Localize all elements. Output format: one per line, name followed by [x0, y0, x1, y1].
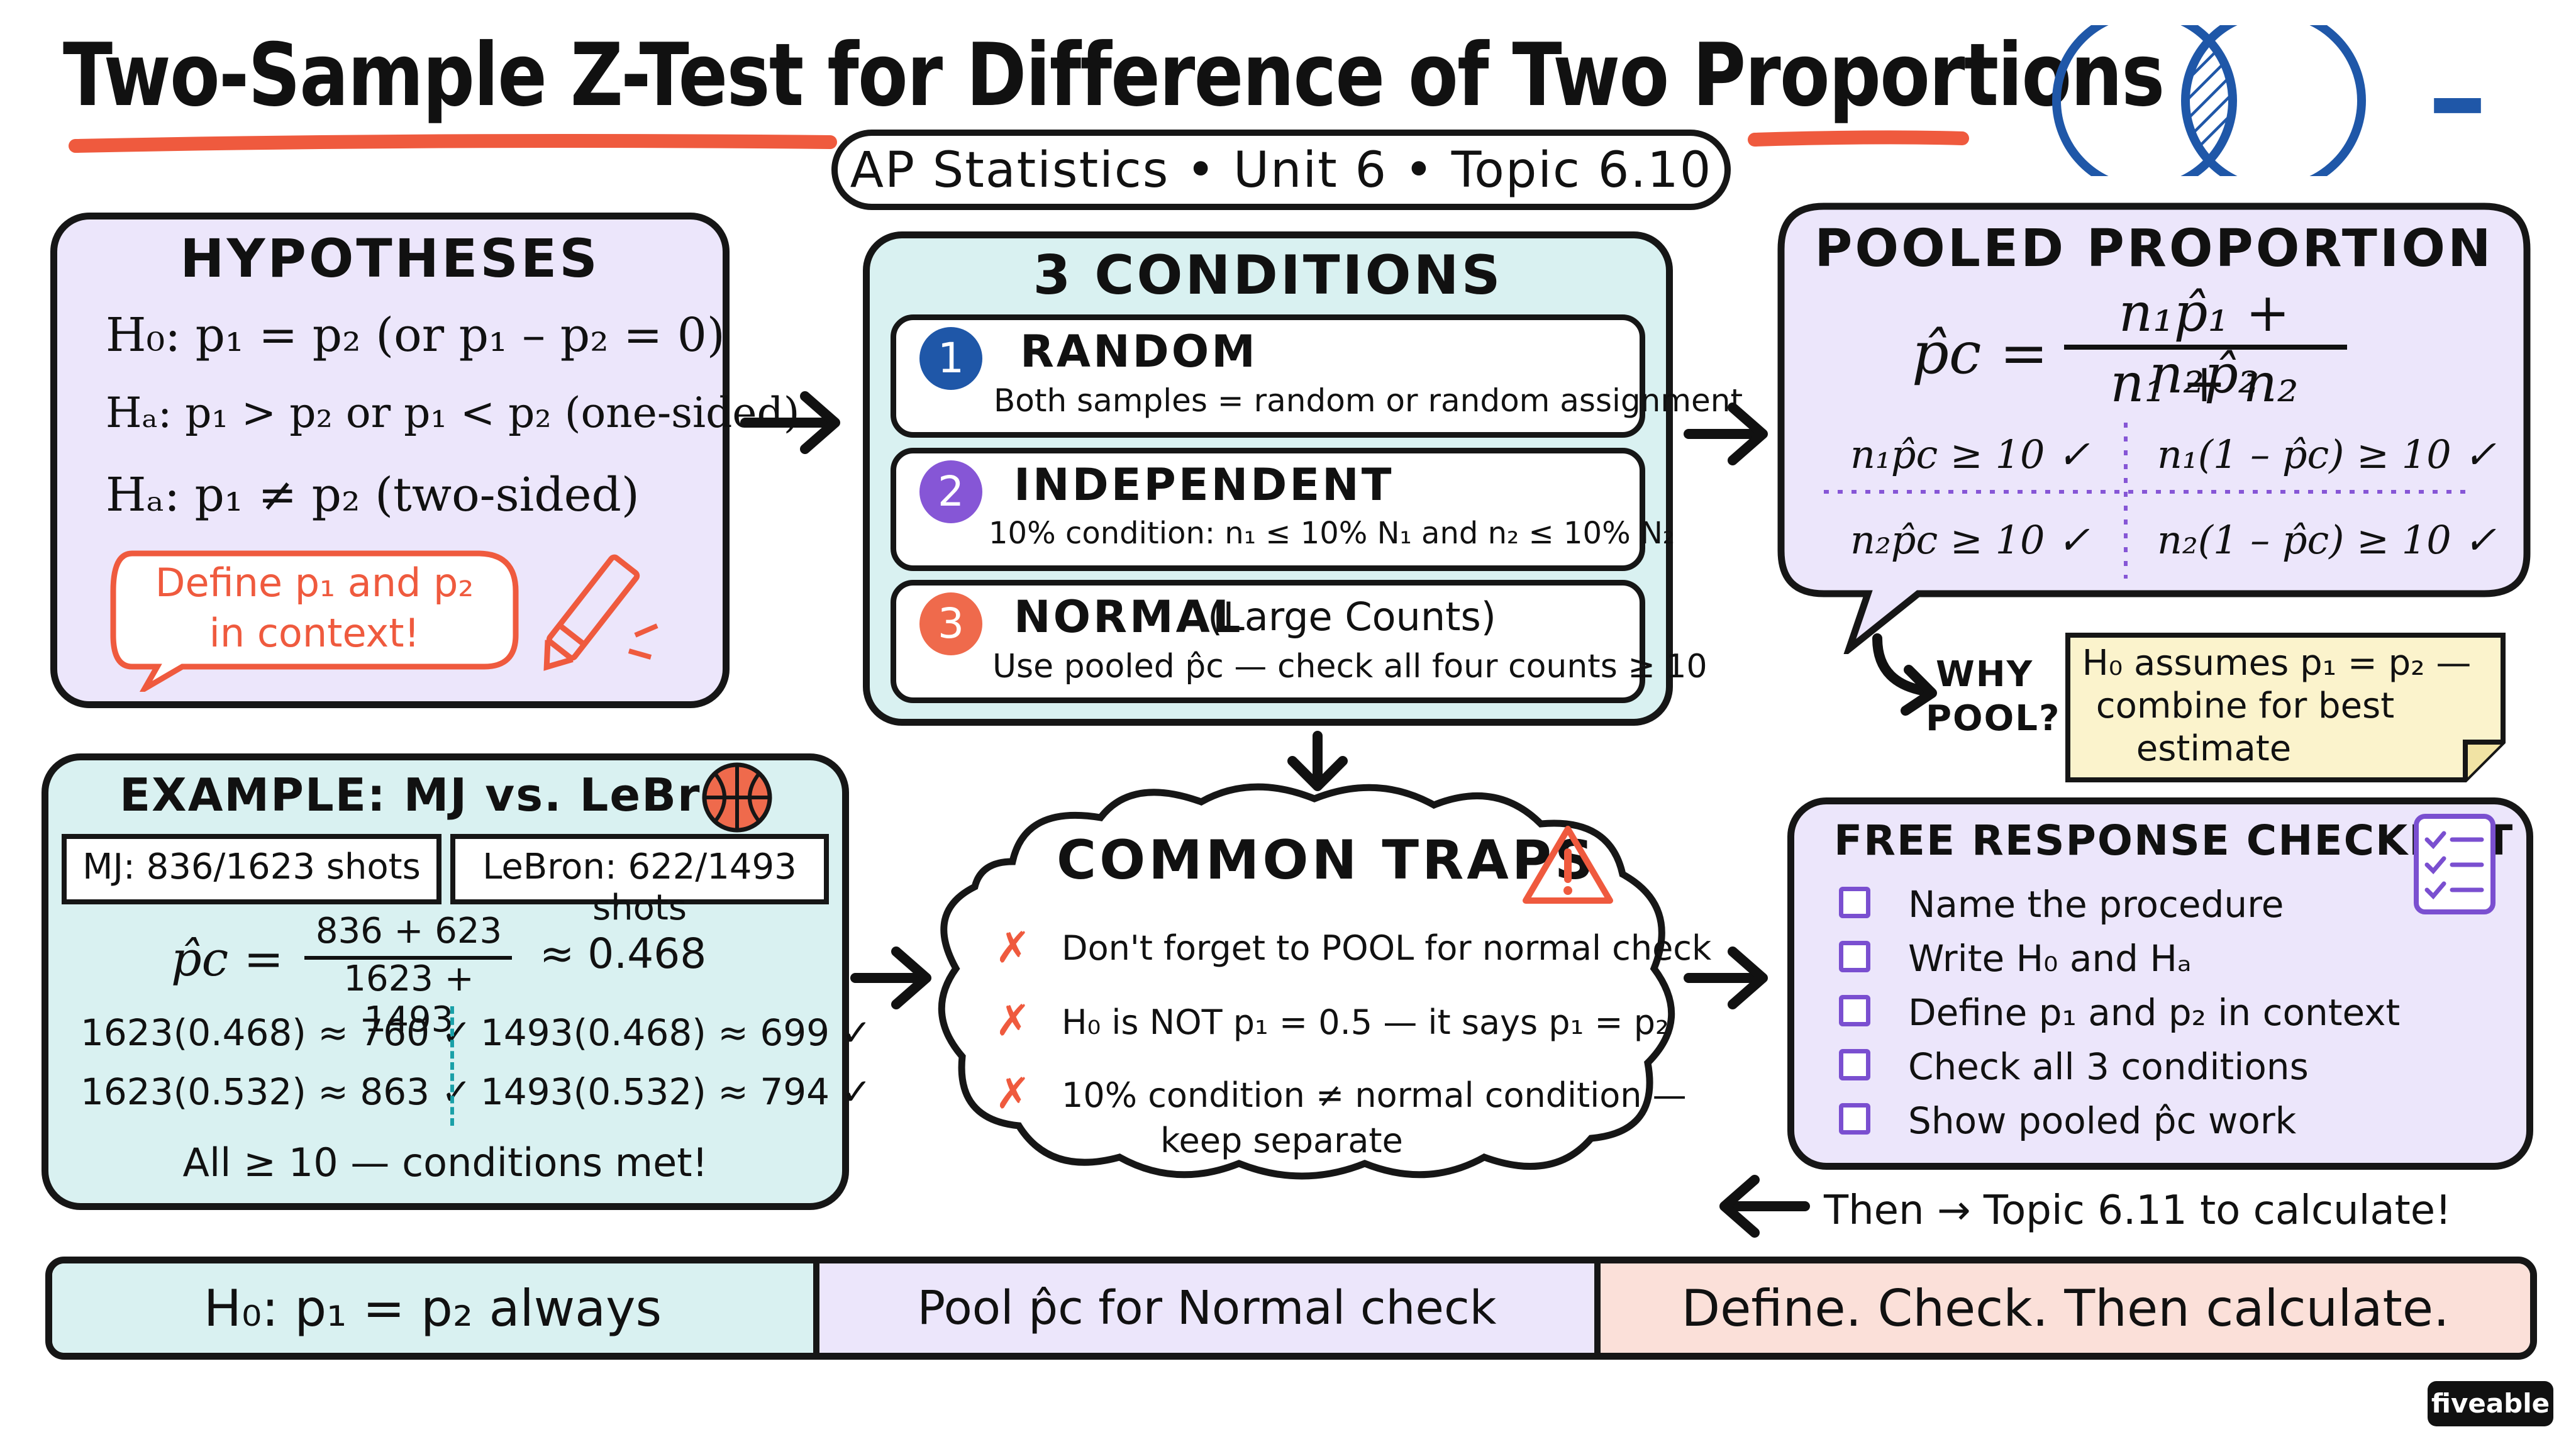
condition-2-name: INDEPENDENT	[1014, 459, 1394, 511]
checklist-panel	[1787, 797, 2533, 1170]
why-pool-note-line2: combine for best	[2096, 686, 2395, 726]
condition-3-detail: Use pooled p̂c — check all four counts ≥…	[992, 648, 1707, 686]
venn-suffix: – ?	[2428, 28, 2528, 167]
example-phat-result: ≈ 0.468	[540, 930, 707, 978]
checklist-item-4: Check all 3 conditions	[1908, 1045, 2309, 1088]
condition-1-name: RANDOM	[1020, 326, 1258, 377]
venn-diagram-icon: – ?	[2052, 25, 2528, 176]
condition-independent	[891, 448, 1645, 571]
condition-3-name: NORMAL	[1014, 591, 1243, 643]
checklist-box-2[interactable]	[1839, 941, 1870, 972]
example-lebron-box	[450, 834, 829, 904]
trap-3-x-icon: ✗	[995, 1069, 1031, 1119]
example-calc-1: 1623(0.468) ≈ 760 ✓	[80, 1011, 472, 1054]
pooled-check-1: n₁p̂c ≥ 10 ✓	[1850, 431, 2090, 477]
condition-2-detail: 10% condition: n₁ ≤ 10% N₁ and n₂ ≤ 10% …	[989, 516, 1675, 551]
checklist-item-3: Define p₁ and p₂ in context	[1908, 991, 2401, 1034]
example-phat-lhs: p̂c =	[171, 931, 284, 987]
footer-middle-cell: Pool p̂c for Normal check	[819, 1263, 1601, 1353]
example-calc-3: 1623(0.532) ≈ 863 ✓	[80, 1070, 472, 1113]
subtitle: AP Statistics • Unit 6 • Topic 6.10	[850, 142, 1713, 199]
condition-3-name-extra: (Large Counts)	[1208, 594, 1496, 640]
checklist-heading: FREE RESPONSE CHECKLIST	[1834, 816, 2514, 865]
pooled-formula-denominator: n₁ + n₂	[2110, 352, 2299, 414]
checklist-box-4[interactable]	[1839, 1049, 1870, 1080]
checklist-item-2: Write H₀ and Hₐ	[1908, 937, 2192, 980]
pooled-check-2: n₁(1 – p̂c) ≥ 10 ✓	[2157, 431, 2497, 477]
pooled-check-3: n₂p̂c ≥ 10 ✓	[1850, 517, 2090, 563]
basketball-icon	[702, 762, 772, 833]
footer-right-cell: Define. Check. Then calculate.	[1601, 1263, 2530, 1353]
hypothesis-alt-one-sided: Hₐ: p₁ > p₂ or p₁ < p₂ (one-sided)	[106, 389, 800, 437]
footer-bar: H₀: p₁ = p₂ always Pool p̂c for Normal c…	[45, 1257, 2537, 1360]
footer-left: H₀: p₁ = p₂ always	[203, 1279, 662, 1338]
example-mj: MJ: 836/1623 shots	[82, 847, 421, 887]
pooled-panel	[1777, 203, 2531, 654]
checklist-box-5[interactable]	[1839, 1103, 1870, 1135]
checklist-box-3[interactable]	[1839, 995, 1870, 1026]
example-divider	[450, 1006, 454, 1126]
why-pool-note	[2065, 633, 2506, 782]
trap-3-text: 10% condition ≠ normal condition —	[1062, 1075, 1687, 1115]
hypothesis-alt-two-sided: Hₐ: p₁ ≠ p₂ (two-sided)	[106, 468, 640, 522]
condition-3-number: 3	[919, 592, 982, 655]
checklist-box-1[interactable]	[1839, 887, 1870, 918]
trap-2-x-icon: ✗	[995, 996, 1031, 1046]
define-bubble	[110, 550, 519, 692]
example-lebron: LeBron: 622/1493 shots	[482, 847, 797, 928]
pooled-formula-lhs: p̂c =	[1912, 319, 2048, 387]
conditions-heading: 3 CONDITIONS	[1033, 244, 1503, 307]
trap-3-text-line2: keep separate	[1160, 1121, 1403, 1160]
trap-2-text: H₀ is NOT p₁ = 0.5 — it says p₁ = p₂	[1062, 1002, 1669, 1042]
example-calc-4: 1493(0.532) ≈ 794 ✓	[480, 1070, 872, 1113]
condition-2-number: 2	[919, 460, 982, 523]
example-heading: EXAMPLE: MJ vs. LeBron	[119, 769, 767, 821]
condition-normal	[891, 580, 1645, 703]
pencil-icon	[543, 554, 658, 671]
footer-left-cell: H₀: p₁ = p₂ always	[52, 1263, 819, 1353]
why-pool-note-line1: H₀ assumes p₁ = p₂ —	[2082, 643, 2472, 684]
example-mj-box	[62, 834, 441, 904]
why-pool-label-1: WHY	[1936, 654, 2034, 695]
define-bubble-line1: Define p₁ and p₂	[155, 560, 474, 606]
why-pool-label-2: POOL?	[1926, 698, 2061, 739]
condition-1-detail: Both samples = random or random assignme…	[994, 382, 1743, 419]
define-bubble-line2: in context!	[209, 610, 420, 656]
brand-name: fiveable	[2431, 1388, 2550, 1419]
pooled-formula-numerator: n₁p̂₁ + n₂p̂₂	[2118, 282, 2290, 405]
footer-middle: Pool p̂c for Normal check	[917, 1281, 1497, 1335]
condition-random	[891, 314, 1645, 438]
footer-right: Define. Check. Then calculate.	[1681, 1279, 2450, 1338]
hypothesis-null: H₀: p₁ = p₂ (or p₁ – p₂ = 0)	[106, 308, 725, 362]
pooled-formula-bar	[2064, 345, 2347, 350]
hypotheses-heading: HYPOTHESES	[180, 228, 600, 289]
example-phat-bar	[304, 956, 512, 960]
traps-heading: COMMON TRAPS	[1057, 829, 1597, 892]
checklist-item-1: Name the procedure	[1908, 883, 2284, 926]
condition-1-number: 1	[919, 327, 982, 390]
next-topic-note: Then → Topic 6.11 to calculate!	[1824, 1187, 2451, 1234]
trap-1-x-icon: ✗	[995, 923, 1031, 973]
subtitle-pill: AP Statistics • Unit 6 • Topic 6.10	[831, 130, 1731, 210]
traps-cloud	[938, 783, 1675, 1180]
example-calc-2: 1493(0.468) ≈ 699 ✓	[480, 1011, 872, 1054]
pooled-check-4: n₂(1 – p̂c) ≥ 10 ✓	[2157, 517, 2497, 563]
warning-icon	[1523, 826, 1613, 904]
example-phat-denominator: 1623 + 1493	[343, 958, 474, 1040]
trap-1-text: Don't forget to POOL for normal check	[1062, 928, 1712, 968]
brand-logo: fiveable	[2428, 1381, 2553, 1426]
example-phat-numerator: 836 + 623	[315, 911, 502, 952]
checklist-item-5: Show pooled p̂c work	[1908, 1099, 2297, 1142]
why-pool-note-line3: estimate	[2136, 728, 2292, 769]
example-summary: All ≥ 10 — conditions met!	[182, 1140, 708, 1185]
pooled-heading: POOLED PROPORTION	[1814, 219, 2494, 279]
checklist-icon	[2414, 814, 2496, 914]
example-panel	[42, 753, 849, 1210]
